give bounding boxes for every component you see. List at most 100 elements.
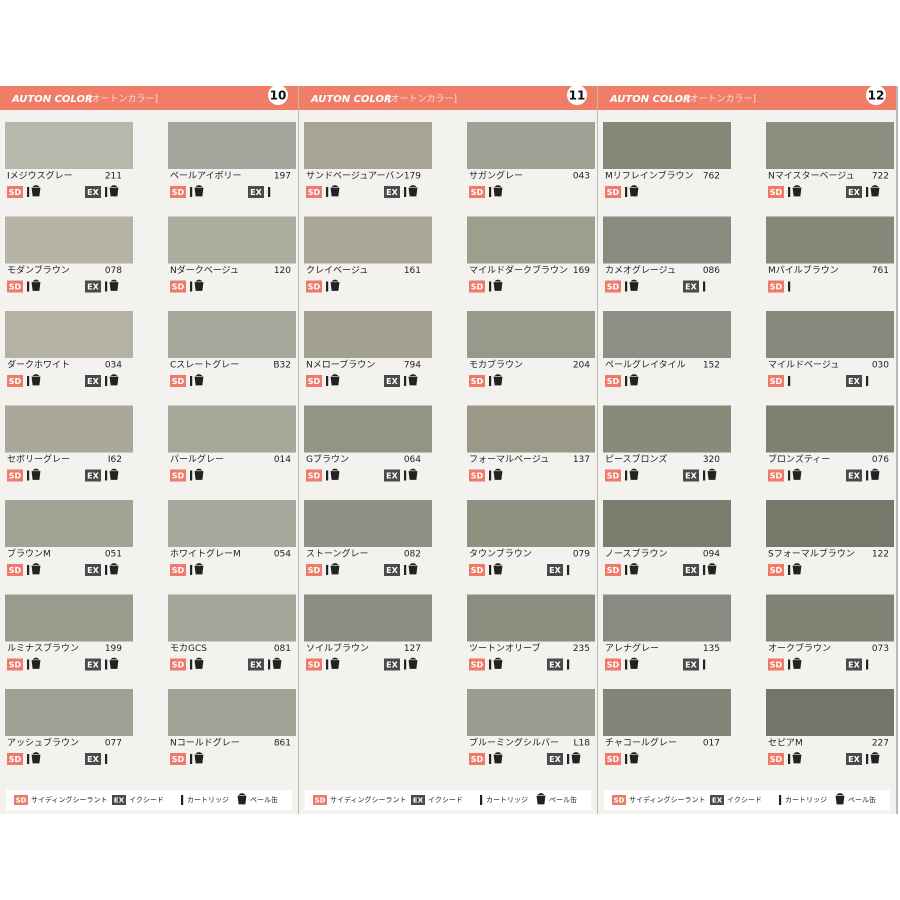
badge-box [170, 564, 186, 576]
pail-icon [31, 752, 41, 764]
badge-box [605, 280, 621, 293]
badge-label: SD [308, 661, 321, 670]
cartridge-icon [567, 754, 570, 764]
badge-box [306, 469, 322, 482]
color-code: 135 [703, 644, 720, 654]
badge-box [85, 564, 101, 576]
cartridge-icon [105, 754, 108, 764]
badge-label: SD [471, 566, 484, 575]
color-name: ノースブラウン [605, 548, 668, 560]
color-swatch [766, 405, 894, 453]
color-name: ソイルブラウン [306, 642, 369, 654]
color-name: ダークホワイト [7, 359, 70, 371]
pail-icon [493, 657, 503, 669]
badge-label: SD [607, 755, 620, 764]
color-code: 197 [274, 172, 291, 182]
color-code: 082 [404, 550, 421, 560]
color-name: アッシュブラウン [7, 737, 79, 749]
badge-box [170, 375, 186, 387]
brand: AUTON COLOR [609, 94, 691, 105]
legend-text: カートリッジ [785, 796, 827, 804]
cartridge-icon [105, 376, 108, 386]
pail-icon [536, 793, 546, 805]
header-band [598, 86, 896, 110]
badge-box [605, 658, 621, 671]
badge-label: SD [770, 566, 783, 575]
pail-icon [792, 563, 802, 575]
color-name: ブルーミングシルバー [469, 737, 559, 749]
color-swatch [5, 689, 133, 736]
brand-subtitle: [オートンカラー] [88, 94, 158, 105]
color-name: セピアM [768, 738, 803, 749]
badge-box [846, 658, 862, 671]
page-number: 12 [868, 89, 885, 103]
legend-text: ペール缶 [549, 795, 577, 804]
badge-box [306, 564, 322, 576]
pail-icon [31, 468, 41, 480]
badge-label: EX [87, 188, 99, 197]
badge-label: SD [172, 755, 185, 764]
badge-label: SD [770, 283, 783, 292]
cartridge-icon [866, 659, 869, 670]
badge-box [112, 795, 126, 805]
color-swatch [5, 405, 133, 453]
badge-box [768, 469, 784, 482]
cartridge-icon [625, 470, 628, 481]
color-name: Mパイルブラウン [768, 264, 839, 276]
cartridge-icon [105, 565, 108, 575]
badge-label: SD [172, 377, 185, 386]
cartridge-icon [788, 376, 791, 386]
badge-box [170, 186, 186, 198]
cartridge-icon [27, 281, 30, 292]
pail-icon [408, 374, 418, 386]
badge-box [7, 186, 23, 198]
color-swatch [603, 500, 731, 547]
color-swatch [603, 311, 731, 358]
color-code: 152 [703, 361, 720, 371]
pail-icon [194, 468, 204, 480]
color-swatch [766, 594, 894, 642]
badge-box [85, 375, 101, 387]
cartridge-icon [27, 754, 30, 764]
cartridge-icon [268, 659, 271, 670]
pail-icon [194, 752, 204, 764]
cartridge-icon [27, 187, 30, 197]
badge-box [768, 375, 784, 387]
badge-label: SD [308, 472, 321, 481]
color-swatch [603, 594, 731, 642]
pail-icon [109, 657, 119, 669]
cartridge-icon [105, 187, 108, 197]
pail-icon [629, 752, 639, 764]
badge-box [547, 658, 563, 671]
cartridge-icon [489, 281, 492, 292]
color-code: B32 [273, 361, 291, 371]
badge-label: EX [386, 377, 398, 386]
cartridge-icon [567, 659, 570, 670]
badge-box [384, 375, 400, 387]
legend-badge: EX [712, 797, 723, 805]
color-name: ペールグレイタイル [605, 359, 686, 371]
color-code: 204 [573, 361, 590, 371]
legend-box [604, 790, 890, 810]
pail-icon [571, 752, 581, 764]
brand: AUTON COLOR [11, 94, 93, 105]
color-code: 761 [872, 266, 889, 276]
pail-icon [31, 374, 41, 386]
legend-badge: EX [114, 797, 125, 805]
badge-box [710, 795, 724, 805]
badge-label: EX [848, 472, 860, 481]
pail-icon [330, 563, 340, 575]
badge-label: EX [685, 566, 697, 575]
color-swatch [168, 216, 296, 264]
brand-subtitle: [オートンカラー] [686, 94, 756, 105]
color-name: ストーングレー [306, 548, 369, 560]
badge-label: SD [9, 283, 22, 292]
color-name: Gブラウン [306, 453, 349, 465]
pail-icon [330, 657, 340, 669]
color-name: モカGCS [170, 643, 207, 654]
color-swatch [304, 122, 432, 169]
color-swatch [467, 122, 595, 169]
color-code: 073 [872, 644, 889, 654]
color-name: Sフォーマルブラウン [768, 548, 855, 560]
badge-box [170, 280, 186, 293]
